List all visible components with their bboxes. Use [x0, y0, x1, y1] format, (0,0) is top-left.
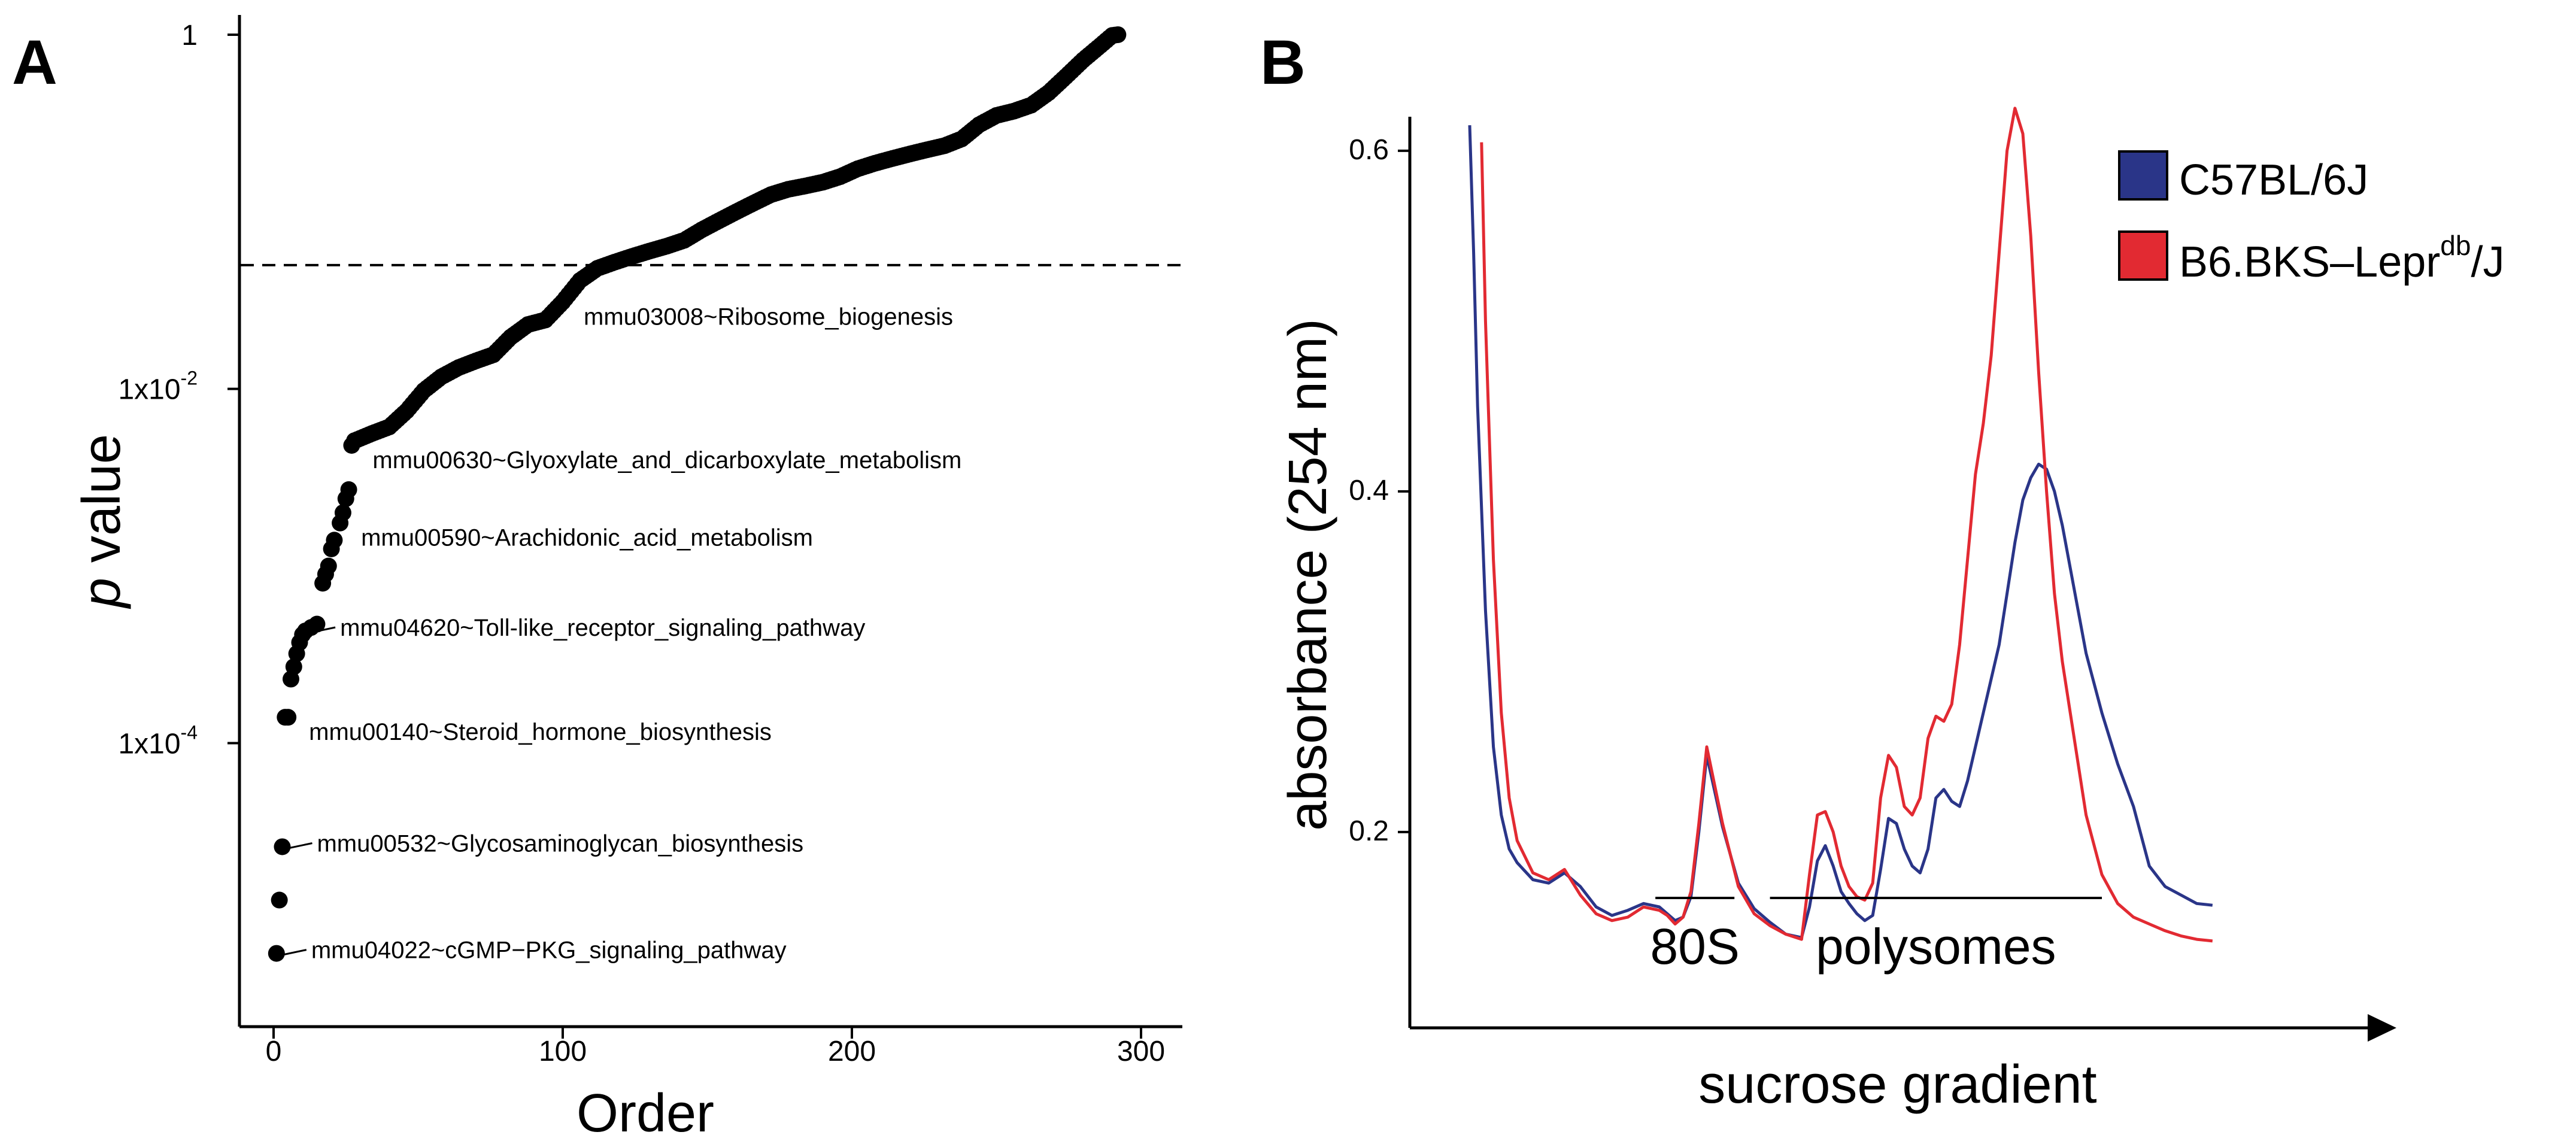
a-x-tick-label: 100: [539, 1036, 587, 1067]
data-point: [326, 532, 343, 549]
a-y-tick-label: 1x10-4: [118, 721, 198, 760]
data-point: [285, 658, 302, 675]
trace-line-1: [1480, 107, 2213, 943]
panel-a-annotations: mmu03008~Ribosome_biogenesis mmu00630~Gly…: [283, 304, 961, 964]
data-point: [280, 709, 297, 726]
panel-b-regions: 80S polysomes: [1650, 897, 2102, 975]
data-point: [274, 838, 291, 855]
panel-a-points: [268, 26, 1127, 962]
region-label: polysomes: [1816, 918, 2056, 975]
panel-b-traces: [1468, 107, 2213, 943]
a-y-tick-label: 1: [181, 20, 198, 51]
point-annotation: mmu00590~Arachidonic_acid_metabolism: [361, 525, 813, 551]
panel-b-y-axis-title: absorbance (254 nm): [1278, 318, 1338, 830]
panel-letter-a: A: [12, 28, 57, 98]
panel-letter-b: B: [1260, 28, 1306, 98]
legend-swatch-lepr: [2118, 230, 2168, 281]
panel-b-y-ticks: 0.2 0.4 0.6: [1349, 134, 1410, 847]
panel-b: B 0.2 0.4 0.6 80S polysomes C57BL/6J B6.BKS…: [1260, 28, 2504, 1115]
panel-a: A 1 1x10-2 1x10-4 0 100 200 300 mmu03008~Ribo…: [12, 15, 1182, 1141]
b-y-tick-label: 0.6: [1349, 134, 1389, 166]
legend-label-lepr-tail: /J: [2471, 238, 2504, 286]
data-point: [271, 891, 288, 909]
legend-label-lepr: B6.BKS–Leprdb/J: [2179, 230, 2504, 286]
data-point: [308, 615, 326, 633]
trace-line-0: [1468, 125, 2213, 939]
a-x-tick-label: 0: [266, 1036, 282, 1067]
panel-a-x-axis-title: Order: [577, 1084, 714, 1141]
point-annotation: mmu00532~Glycosaminoglycan_biosynthesis: [317, 830, 803, 857]
annotation-leader-line: [289, 842, 312, 849]
y-axis-title-rest: value: [72, 434, 132, 578]
y-axis-title-p: p: [72, 578, 132, 609]
data-point: [340, 481, 357, 498]
data-point: [1109, 26, 1127, 43]
annotation-leader-line: [312, 626, 336, 633]
legend-label-c57bl-main: C57BL/6J: [2179, 156, 2368, 204]
annotation-leader-line: [283, 949, 307, 956]
legend: C57BL/6J B6.BKS–Leprdb/J: [2118, 150, 2504, 286]
b-y-tick-label: 0.4: [1349, 475, 1389, 506]
point-annotation: mmu03008~Ribosome_biogenesis: [584, 304, 953, 330]
point-annotation: mmu04022~cGMP−PKG_signaling_pathway: [311, 937, 787, 964]
x-axis-arrow-icon: [2368, 1014, 2396, 1042]
legend-swatch-c57bl: [2118, 150, 2168, 201]
a-x-tick-label: 200: [828, 1036, 876, 1067]
panel-a-x-ticks: 0 100 200 300: [266, 1027, 1165, 1067]
panel-a-y-axis-title: p value: [72, 434, 132, 609]
data-point: [268, 945, 285, 962]
data-point: [346, 432, 363, 450]
a-x-tick-label: 300: [1117, 1036, 1165, 1067]
data-point: [334, 504, 351, 521]
point-annotation: mmu00630~Glyoxylate_and_dicarboxylate_me…: [372, 447, 961, 474]
a-y-tick-label: 1x10-2: [118, 368, 198, 406]
point-annotation: mmu00140~Steroid_hormone_biosynthesis: [309, 719, 772, 745]
panel-a-y-ticks: 1 1x10-2 1x10-4: [118, 20, 239, 760]
legend-label-c57bl: C57BL/6J: [2179, 156, 2368, 204]
b-y-tick-label: 0.2: [1349, 815, 1389, 847]
region-label: 80S: [1650, 918, 1739, 975]
point-annotation: mmu04620~Toll-like_receptor_signaling_pa…: [340, 615, 865, 641]
legend-label-lepr-main: B6.BKS–Lepr: [2179, 238, 2440, 286]
legend-label-lepr-superscript: db: [2440, 230, 2471, 261]
data-point: [320, 557, 337, 575]
panel-b-x-axis-title: sucrose gradient: [1698, 1055, 2096, 1115]
